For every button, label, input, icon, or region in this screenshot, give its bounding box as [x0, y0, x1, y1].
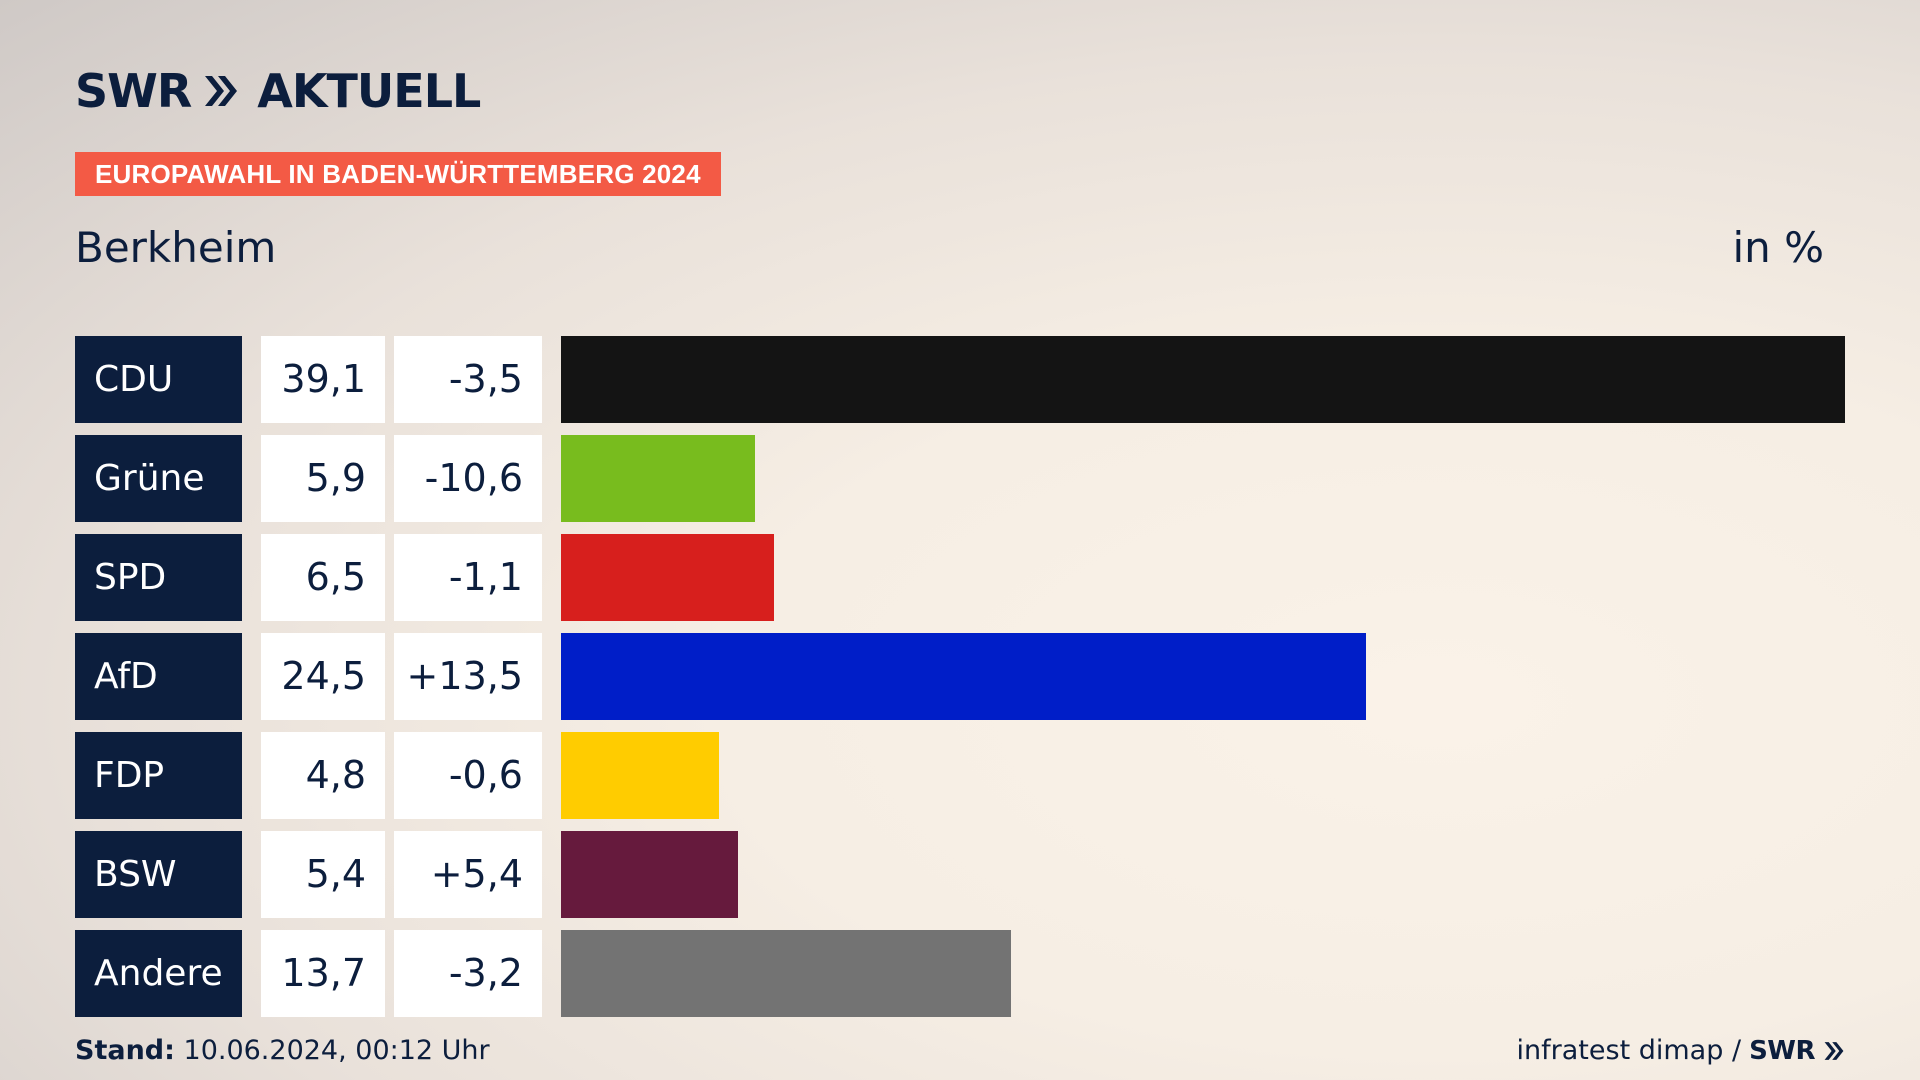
party-label: Andere	[75, 930, 242, 1017]
swr-aktuell-logo: SWR AKTUELL	[75, 64, 481, 118]
bar-andere	[561, 930, 1011, 1017]
change-value: -3,2	[394, 930, 542, 1017]
source-text: infratest dimap /	[1516, 1035, 1742, 1066]
bar-grüne	[561, 435, 755, 522]
result-row: Grüne 5,9 -10,6	[75, 435, 1845, 522]
change-value: -10,6	[394, 435, 542, 522]
small-double-chevron-icon	[1824, 1041, 1844, 1060]
result-row: Andere 13,7 -3,2	[75, 930, 1845, 1017]
vote-share-value: 6,5	[261, 534, 385, 621]
result-row: SPD 6,5 -1,1	[75, 534, 1845, 621]
party-label: SPD	[75, 534, 242, 621]
result-row: AfD 24,5 +13,5	[75, 633, 1845, 720]
timestamp: Stand: 10.06.2024, 00:12 Uhr	[75, 1035, 490, 1066]
party-label: FDP	[75, 732, 242, 819]
unit-label: in %	[1732, 223, 1824, 272]
stand-value: 10.06.2024, 00:12 Uhr	[183, 1035, 490, 1066]
party-label: AfD	[75, 633, 242, 720]
bar-spd	[561, 534, 774, 621]
source-credit: infratest dimap / SWR	[1517, 1035, 1845, 1066]
vote-share-value: 5,4	[261, 831, 385, 918]
vote-share-value: 39,1	[261, 336, 385, 423]
party-label: BSW	[75, 831, 242, 918]
change-value: -3,5	[394, 336, 542, 423]
logo-swr-text: SWR	[75, 64, 192, 118]
change-value: -1,1	[394, 534, 542, 621]
result-row: BSW 5,4 +5,4	[75, 831, 1845, 918]
bar-fdp	[561, 732, 719, 819]
result-row: CDU 39,1 -3,5	[75, 336, 1845, 423]
double-chevron-icon	[205, 76, 238, 106]
bar-bsw	[561, 831, 738, 918]
vote-share-value: 4,8	[261, 732, 385, 819]
region-title: Berkheim	[75, 223, 277, 272]
party-label: Grüne	[75, 435, 242, 522]
vote-share-value: 24,5	[261, 633, 385, 720]
vote-share-value: 5,9	[261, 435, 385, 522]
bar-cdu	[561, 336, 1845, 423]
swr-small-logo: SWR	[1749, 1035, 1815, 1066]
bar-afd	[561, 633, 1366, 720]
result-row: FDP 4,8 -0,6	[75, 732, 1845, 819]
change-value: +5,4	[394, 831, 542, 918]
vote-share-value: 13,7	[261, 930, 385, 1017]
logo-aktuell-text: AKTUELL	[257, 64, 481, 118]
change-value: +13,5	[394, 633, 542, 720]
election-banner: EUROPAWAHL IN BADEN-WÜRTTEMBERG 2024	[75, 152, 721, 196]
party-label: CDU	[75, 336, 242, 423]
change-value: -0,6	[394, 732, 542, 819]
stand-label: Stand:	[75, 1035, 175, 1066]
